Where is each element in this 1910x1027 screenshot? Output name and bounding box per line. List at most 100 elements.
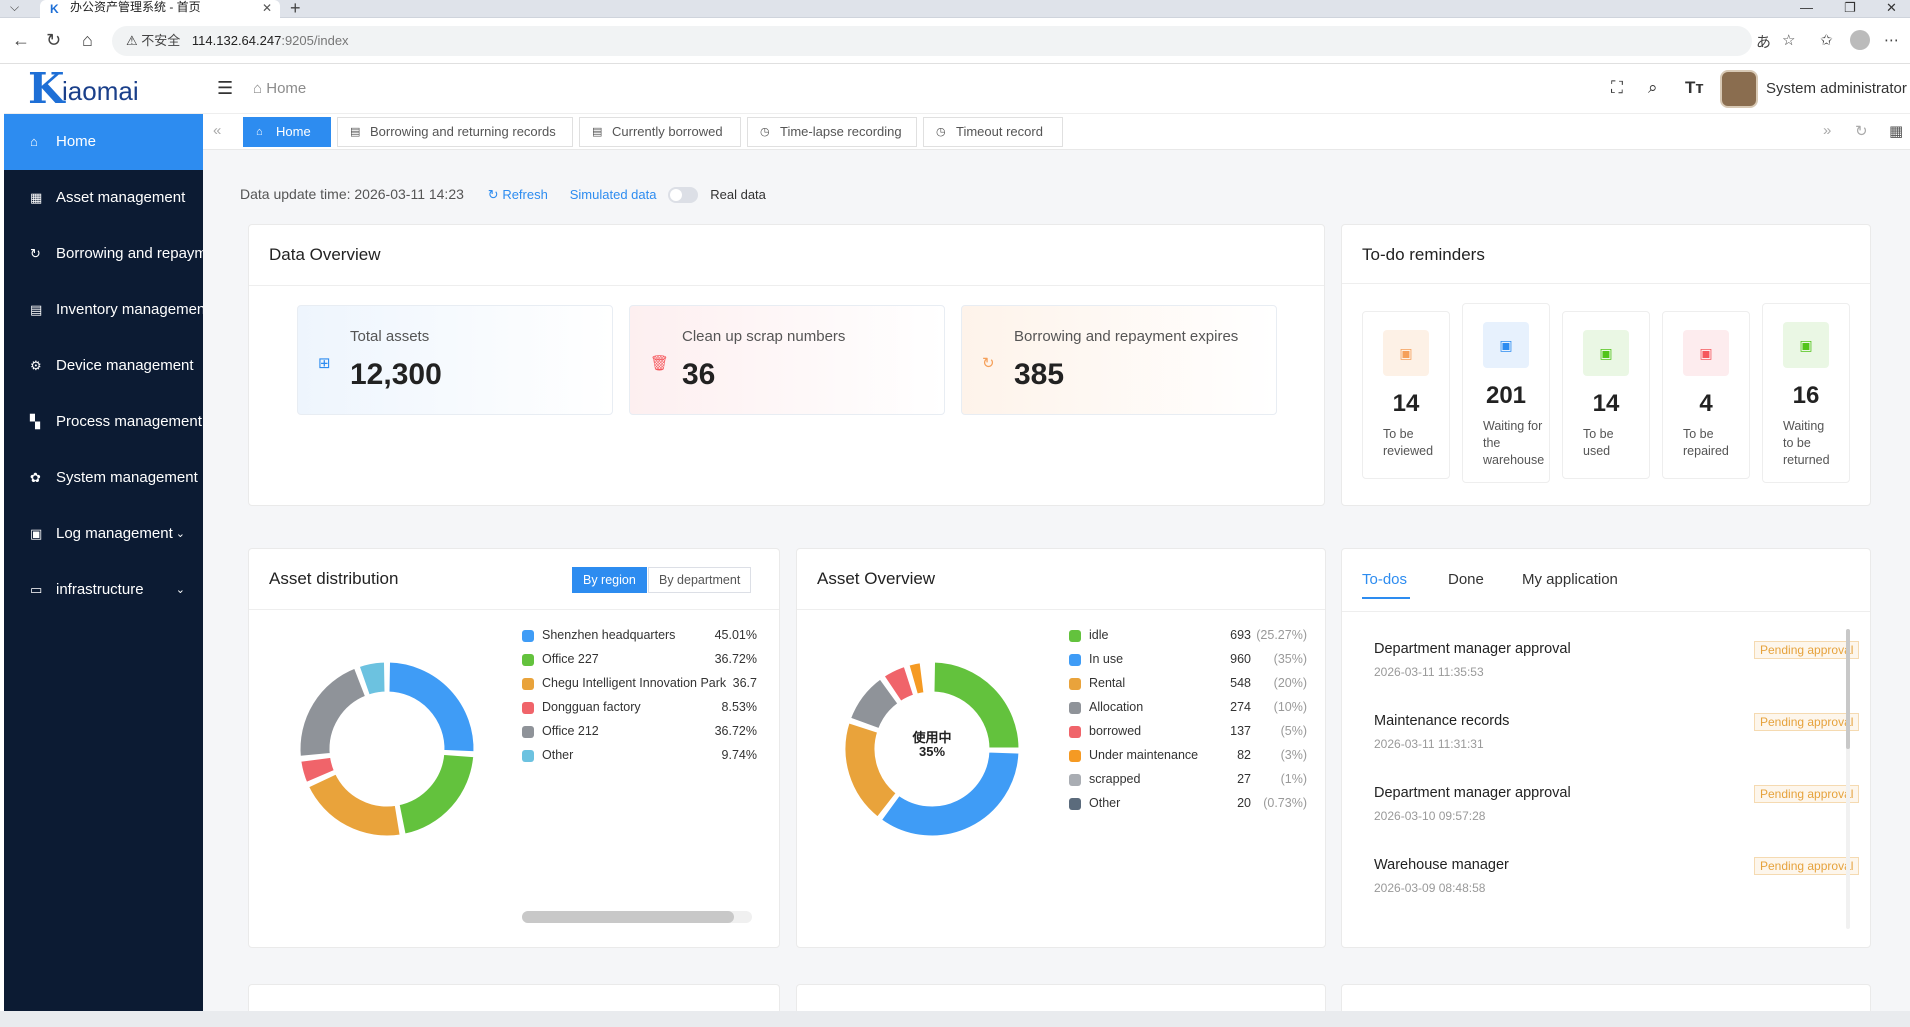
tab-todos[interactable]: To-dos	[1362, 571, 1408, 588]
donut-slice-1-5[interactable]	[906, 660, 927, 697]
close-tab-icon[interactable]: ✕	[261, 1, 272, 15]
donut-slice-1-7[interactable]	[928, 659, 933, 695]
favorites-icon[interactable]: ✩	[1820, 32, 1833, 49]
legend-entry[interactable]: Other 20 (0.73%)	[1069, 795, 1307, 813]
sidebar-item-system[interactable]: ✿ System management	[4, 450, 203, 506]
back-icon[interactable]: ←	[12, 30, 30, 50]
bottom-card	[1341, 984, 1871, 1011]
sidebar-item-borrowing[interactable]: ↻ Borrowing and repayment	[4, 226, 203, 282]
device-icon: ⚙	[30, 358, 42, 373]
donut-slice-0-1[interactable]	[396, 751, 477, 837]
tab-timeout-record[interactable]: ◷ Timeout record	[923, 117, 1063, 147]
todo-count: 4	[1699, 390, 1713, 417]
legend-entry[interactable]: Shenzhen headquarters 45.01%	[522, 627, 762, 645]
approval-title: Department manager approval	[1374, 641, 1571, 657]
donut-slice-1-0[interactable]	[931, 659, 1022, 751]
favorite-star-icon[interactable]: ☆	[1782, 32, 1796, 49]
hamburger-icon[interactable]: ☰	[217, 78, 234, 98]
translate-icon[interactable]: あ	[1756, 34, 1772, 51]
sidebar-item-asset-management[interactable]: ▦ Asset management	[4, 170, 203, 226]
donut-slice-1-4[interactable]	[881, 663, 917, 705]
legend-percent: (10%)	[1273, 700, 1307, 714]
reload-icon[interactable]: ↻	[46, 30, 62, 50]
tab-currently-borrowed[interactable]: ▤ Currently borrowed	[579, 117, 741, 147]
home-icon[interactable]: ⌂	[82, 30, 93, 50]
donut-slice-1-1[interactable]	[878, 749, 1022, 839]
legend-entry[interactable]: Under maintenance 82 (3%)	[1069, 747, 1307, 765]
data-source-toggle[interactable]	[668, 187, 699, 204]
donut-slice-1-3[interactable]	[847, 676, 901, 732]
tabs-scroll-right-icon[interactable]: »	[1823, 122, 1832, 139]
sidebar-item-home[interactable]: ⌂ Home	[4, 114, 203, 170]
todo-label-line: Waiting	[1783, 419, 1825, 433]
profile-icon[interactable]	[1850, 30, 1870, 50]
tab-my-application[interactable]: My application	[1522, 571, 1618, 588]
fullscreen-icon[interactable]: ⛶	[1611, 78, 1623, 97]
by-region-button[interactable]: By region	[572, 567, 647, 593]
legend-entry[interactable]: Allocation 274 (10%)	[1069, 699, 1307, 717]
list-item[interactable]: Warehouse manager 2026-03-09 08:48:58 Pend…	[1374, 857, 1860, 917]
avatar[interactable]	[1720, 70, 1758, 108]
donut-slice-0-5[interactable]	[356, 659, 388, 698]
todo-label-line: to be	[1783, 436, 1811, 450]
legend-entry[interactable]: Office 212 36.72%	[522, 723, 762, 741]
tab-time-lapse[interactable]: ◷ Time-lapse recording	[747, 117, 917, 147]
donut-slice-0-3[interactable]	[298, 754, 338, 786]
url-input[interactable]: ⚠ 不安全 114.132.64.247:9205/index	[112, 26, 1752, 56]
tab-done[interactable]: Done	[1448, 571, 1484, 588]
minimize-icon[interactable]: —	[1800, 0, 1813, 15]
donut-slice-0-2[interactable]	[305, 771, 403, 839]
donut-slice-1-6[interactable]	[922, 659, 930, 695]
legend-entry[interactable]: Chegu Intelligent Innovation Park 36.7	[522, 675, 762, 693]
donut-slice-1-2[interactable]	[842, 720, 899, 820]
reload-tab-icon[interactable]: ↻	[1855, 123, 1868, 140]
sidebar-item-process[interactable]: ▚ Process management	[4, 394, 203, 450]
legend-scrollbar[interactable]	[522, 911, 752, 923]
todo-item[interactable]: ▣ 14 To be reviewed	[1362, 311, 1450, 479]
sidebar-item-infrastructure[interactable]: ▭ infrastructure ⌄	[4, 562, 203, 618]
sidebar-item-device[interactable]: ⚙ Device management	[4, 338, 203, 394]
tab-search-icon[interactable]: ⌵	[10, 0, 20, 14]
list-item[interactable]: Department manager approval 2026-03-10 09…	[1374, 785, 1860, 845]
donut-slice-0-4[interactable]	[297, 665, 369, 759]
legend-entry[interactable]: Other 9.74%	[522, 747, 762, 765]
tabs-scroll-left-icon[interactable]: «	[213, 122, 222, 139]
scrollbar-thumb[interactable]	[1846, 629, 1850, 749]
new-tab-icon[interactable]: +	[290, 0, 301, 18]
todo-item[interactable]: ▣ 4 To be repaired	[1662, 311, 1750, 479]
legend-entry[interactable]: scrapped 27 (1%)	[1069, 771, 1307, 789]
maximize-icon[interactable]: ❐	[1844, 0, 1856, 15]
sidebar-item-log[interactable]: ▣ Log management ⌄	[4, 506, 203, 562]
browser-tab[interactable]: K 办公资产管理系统 - 首页 ✕	[40, 0, 280, 18]
by-department-button[interactable]: By department	[648, 567, 752, 593]
font-size-icon[interactable]: Tт	[1685, 78, 1704, 97]
legend-entry[interactable]: Rental 548 (20%)	[1069, 675, 1307, 693]
sidebar-item-inventory[interactable]: ▤ Inventory management	[4, 282, 203, 338]
tab-borrowing-records[interactable]: ▤ Borrowing and returning records	[337, 117, 573, 147]
list-item[interactable]: Maintenance records 2026-03-11 11:31:31 Pe…	[1374, 713, 1860, 773]
legend-entry[interactable]: Office 227 36.72%	[522, 651, 762, 669]
todo-item[interactable]: ▣ 201 Waiting for the warehouse	[1462, 303, 1550, 483]
asset-overview-card: Asset Overview 使用中 35% idle 693 (25.27%) In…	[796, 548, 1326, 948]
legend-entry[interactable]: Dongguan factory 8.53%	[522, 699, 762, 717]
sidebar-item-label: Inventory management	[56, 301, 203, 318]
tab-label: Home	[276, 124, 311, 139]
legend-entry[interactable]: borrowed 137 (5%)	[1069, 723, 1307, 741]
todo-item[interactable]: ▣ 14 To be used	[1562, 311, 1650, 479]
tab-home[interactable]: ⌂ Home	[243, 117, 331, 147]
data-overview-card: Data Overview ⊞ Total assets 12,300 🗑 Cl…	[248, 224, 1325, 506]
todo-item[interactable]: ▣ 16 Waiting to be returned	[1762, 303, 1850, 483]
list-item[interactable]: Department manager approval 2026-03-11 11…	[1374, 641, 1860, 701]
legend-entry[interactable]: In use 960 (35%)	[1069, 651, 1307, 669]
legend-scrollbar-thumb[interactable]	[522, 911, 734, 923]
search-icon[interactable]: ⌕	[1648, 78, 1658, 97]
more-icon[interactable]: ⋯	[1884, 32, 1899, 49]
legend-entry[interactable]: idle 693 (25.27%)	[1069, 627, 1307, 645]
grid-icon[interactable]: ▦	[1889, 123, 1904, 140]
username[interactable]: System administrator	[1766, 80, 1907, 97]
scrollbar[interactable]	[1846, 629, 1850, 929]
legend-label: Other	[542, 748, 574, 762]
donut-slice-0-0[interactable]	[386, 659, 477, 755]
refresh-button[interactable]: ↻ Refresh	[487, 187, 548, 202]
close-window-icon[interactable]: ✕	[1886, 0, 1897, 15]
